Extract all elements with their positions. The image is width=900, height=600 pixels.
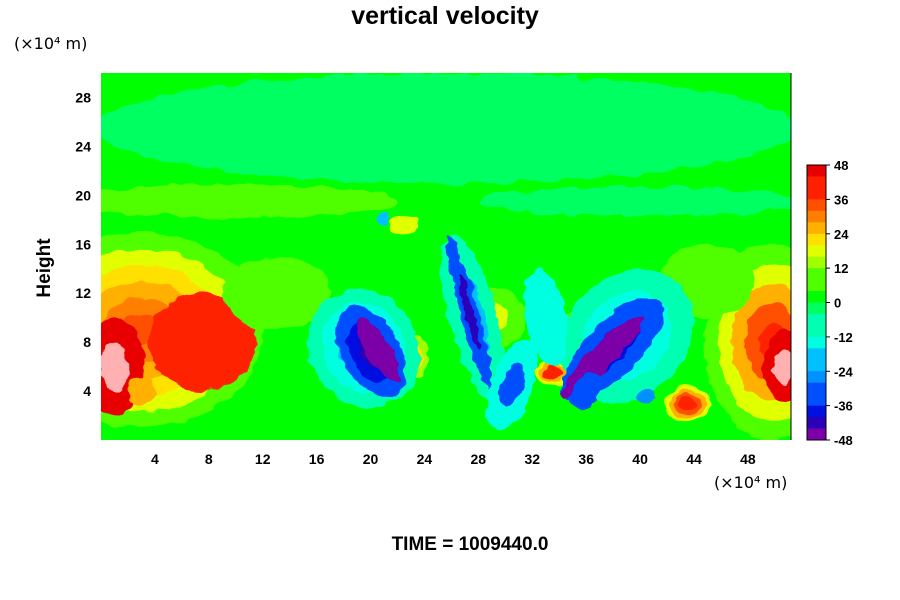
contour-0-0 xyxy=(101,73,791,184)
time-label: TIME = 1009440.0 xyxy=(392,534,549,555)
contour-28-0 xyxy=(638,389,655,405)
contour-20-0 xyxy=(357,318,400,384)
colorbar-segment xyxy=(807,210,826,223)
colorbar-segment xyxy=(807,336,826,349)
x-tick-label: 36 xyxy=(578,451,594,467)
colorbar-label: 48 xyxy=(834,158,848,173)
x-axis-unit: (×10⁴ m) xyxy=(714,473,787,492)
x-tick-label: 44 xyxy=(686,451,702,467)
y-tick-label: 24 xyxy=(75,138,91,154)
contour-16-0 xyxy=(377,212,391,228)
y-tick-label: 16 xyxy=(75,236,91,252)
y-axis-label: Height xyxy=(34,238,55,298)
colorbar: 48 36 24 12 0 -12 -24 -36 -48 xyxy=(806,158,854,448)
colorbar-label: 12 xyxy=(834,261,848,276)
colorbar-label: -24 xyxy=(834,364,854,379)
velocity-field xyxy=(101,73,791,440)
y-tick-label: 8 xyxy=(83,334,91,350)
contour-2-0 xyxy=(478,186,791,217)
contour-15-0 xyxy=(390,216,418,236)
contour-26-1 xyxy=(499,361,525,409)
colorbar-segment xyxy=(807,233,826,246)
x-tick-label: 24 xyxy=(417,451,433,467)
y-axis: 4 8 12 16 20 24 28 xyxy=(75,90,91,400)
colorbar-segment xyxy=(807,394,826,407)
contour-11-4 xyxy=(682,399,692,407)
colorbar-segment xyxy=(807,417,826,429)
contour-12-3 xyxy=(548,369,557,377)
x-tick-label: 28 xyxy=(471,451,487,467)
colorbar-label: 36 xyxy=(834,192,848,207)
colorbar-segment xyxy=(807,359,826,372)
contour-6-0 xyxy=(127,375,155,407)
x-tick-label: 8 xyxy=(205,451,213,467)
x-tick-label: 12 xyxy=(255,451,271,467)
colorbar-segment xyxy=(807,279,826,292)
contour-29-0 xyxy=(570,372,602,410)
x-tick-label: 48 xyxy=(740,451,756,467)
x-tick-label: 20 xyxy=(363,451,379,467)
contour-9-1 xyxy=(774,348,791,385)
y-tick-label: 12 xyxy=(75,285,91,301)
colorbar-segment xyxy=(807,302,826,315)
colorbar-segment xyxy=(807,405,826,418)
y-axis-unit: (×10⁴ m) xyxy=(14,34,87,53)
contour-1-0 xyxy=(101,184,398,219)
colorbar-segment xyxy=(807,313,826,326)
colorbar-segment xyxy=(807,222,826,235)
chart-title: vertical velocity xyxy=(351,2,539,30)
colorbar-label: -36 xyxy=(834,399,853,414)
y-tick-label: 4 xyxy=(83,383,91,399)
colorbar-segment xyxy=(807,256,826,269)
contour-27-0 xyxy=(524,269,568,366)
colorbar-segment xyxy=(807,325,826,338)
contour-5-1 xyxy=(101,342,130,392)
x-tick-label: 32 xyxy=(525,451,541,467)
colorbar-segment xyxy=(807,199,826,212)
contour-7-0 xyxy=(222,256,331,330)
plot-area xyxy=(101,73,792,440)
colorbar-segment xyxy=(807,187,826,200)
contour-4-1 xyxy=(175,317,230,367)
colorbar-segment xyxy=(807,245,826,258)
colorbar-label: -48 xyxy=(834,433,853,448)
y-tick-label: 28 xyxy=(75,90,91,106)
colorbar-segment xyxy=(807,165,826,177)
contour-25-1 xyxy=(457,273,481,351)
x-tick-label: 16 xyxy=(309,451,325,467)
colorbar-segment xyxy=(807,382,826,395)
x-axis: 4 8 12 16 20 24 28 32 36 40 44 48 xyxy=(151,451,756,467)
colorbar-segment xyxy=(807,428,826,441)
colorbar-segment xyxy=(807,291,826,303)
colorbar-segment xyxy=(807,176,826,189)
colorbar-label: 24 xyxy=(834,227,849,242)
colorbar-segment xyxy=(807,371,826,384)
colorbar-label: 0 xyxy=(834,296,841,311)
colorbar-segment xyxy=(807,268,826,280)
x-tick-label: 4 xyxy=(151,451,159,467)
y-tick-label: 20 xyxy=(75,187,91,203)
colorbar-label: -12 xyxy=(834,330,853,345)
colorbar-segment xyxy=(807,348,826,361)
x-tick-label: 40 xyxy=(632,451,648,467)
